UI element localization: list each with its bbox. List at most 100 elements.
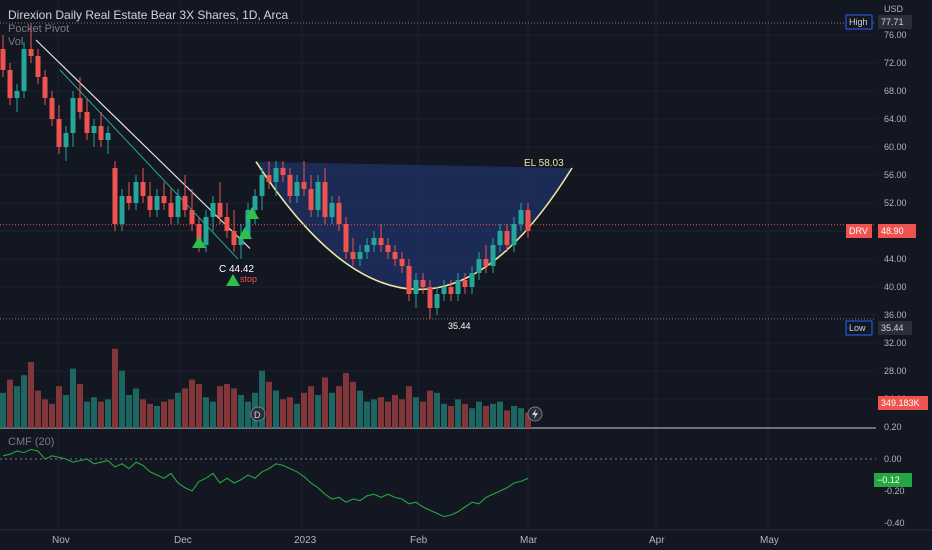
last-price-tag: 48.90 xyxy=(881,226,904,236)
volume-bar xyxy=(413,397,419,428)
volume-bar xyxy=(455,399,461,428)
candle-body xyxy=(392,252,398,259)
candle-body xyxy=(105,133,111,140)
low-tag-label: Low xyxy=(849,323,866,333)
volume-bar xyxy=(434,392,440,428)
price-tick-label: 76.00 xyxy=(884,30,907,40)
candle-body xyxy=(511,224,517,245)
volume-bar xyxy=(476,401,482,428)
candle-body xyxy=(469,273,475,287)
candle-body xyxy=(182,196,188,210)
candle-body xyxy=(77,98,83,112)
volume-bar xyxy=(399,399,405,428)
volume-bar xyxy=(245,401,251,428)
candle-body xyxy=(385,245,391,252)
candle-body xyxy=(427,287,433,308)
volume-bar xyxy=(224,384,230,428)
volume-bar xyxy=(154,406,160,428)
entry-label: C 44.42 xyxy=(219,264,254,275)
dividend-marker-label: D xyxy=(254,410,261,420)
volume-bar xyxy=(91,397,97,428)
candle-body xyxy=(112,168,118,224)
candle-body xyxy=(280,168,286,175)
volume-bar xyxy=(308,386,314,428)
candle-body xyxy=(168,203,174,217)
candle-body xyxy=(525,210,531,231)
volume-bar xyxy=(42,399,48,428)
candle-body xyxy=(476,259,482,273)
cmf-title[interactable]: CMF (20) xyxy=(8,436,55,448)
volume-bar xyxy=(140,399,146,428)
candle-body xyxy=(462,280,468,287)
volume-bar xyxy=(518,408,524,428)
currency-label: USD xyxy=(884,4,904,14)
symbol-title[interactable]: Direxion Daily Real Estate Bear 3X Share… xyxy=(8,8,289,22)
candle-body xyxy=(378,238,384,245)
volume-bar xyxy=(280,399,286,428)
candle-body xyxy=(133,182,139,203)
volume-bar xyxy=(441,403,447,428)
candle-body xyxy=(497,231,503,245)
high-tag-border xyxy=(845,14,873,30)
candle-body xyxy=(336,203,342,224)
lightning-glyph xyxy=(532,409,538,419)
volume-bar xyxy=(357,390,363,428)
time-axis-label: Dec xyxy=(174,535,192,546)
candle-body xyxy=(0,49,6,70)
high-value-label-bg xyxy=(878,15,912,29)
low-tag-label-bg xyxy=(846,321,872,335)
volume-bar xyxy=(371,399,377,428)
candle-body xyxy=(308,189,314,210)
indicator-volume[interactable]: Vol xyxy=(8,36,24,48)
volume-bar xyxy=(315,395,321,428)
price-tick-label: 36.00 xyxy=(884,310,907,320)
candle-body xyxy=(518,210,524,224)
volume-bar xyxy=(175,392,181,428)
candle-body xyxy=(420,280,426,287)
candle-body xyxy=(14,91,20,98)
volume-bar xyxy=(49,403,55,428)
volume-bar xyxy=(63,395,69,428)
pocket-pivot-marker xyxy=(192,236,206,248)
volume-bar xyxy=(112,348,118,428)
high-value-label: 77.71 xyxy=(881,17,904,27)
candle-body xyxy=(161,196,167,203)
candle-body xyxy=(343,224,349,252)
pocket-pivot-marker xyxy=(245,207,259,219)
high-tag-label-bg xyxy=(846,15,872,29)
volume-tag-bg xyxy=(878,396,928,410)
price-tick-label: 32.00 xyxy=(884,338,907,348)
price-tick-label: 40.00 xyxy=(884,282,907,292)
candle-body xyxy=(322,182,328,217)
volume-bar xyxy=(28,362,34,428)
time-axis-label: Apr xyxy=(649,535,665,546)
candle-body xyxy=(364,245,370,252)
stop-label: stop xyxy=(240,274,257,284)
last-symbol-tag-bg xyxy=(846,224,872,238)
candle-body xyxy=(434,294,440,308)
candle-body xyxy=(70,98,76,133)
volume-tag: 349.183K xyxy=(881,398,920,408)
candle-body xyxy=(455,280,461,294)
candle-body xyxy=(238,238,244,245)
candle-body xyxy=(7,70,13,98)
candle-body xyxy=(98,126,104,140)
cmf-value-tag: −0.12 xyxy=(877,475,900,485)
volume-bar xyxy=(168,399,174,428)
candle-body xyxy=(231,231,237,245)
price-tick-label: 72.00 xyxy=(884,58,907,68)
indicator-pocket-pivot[interactable]: Pocket Pivot xyxy=(8,23,70,35)
volume-bar xyxy=(469,408,475,428)
volume-bar xyxy=(0,392,6,428)
volume-bar xyxy=(273,390,279,428)
high-tag-label: High xyxy=(849,17,868,27)
time-axis-label: Feb xyxy=(410,535,428,546)
cmf-line xyxy=(2,448,529,518)
candle-body xyxy=(301,182,307,189)
candle-body xyxy=(399,259,405,266)
low-tag-border xyxy=(845,320,873,336)
volume-bar xyxy=(462,403,468,428)
time-axis-label: May xyxy=(760,535,779,546)
volume-bar xyxy=(504,410,510,428)
candle-body xyxy=(441,287,447,294)
